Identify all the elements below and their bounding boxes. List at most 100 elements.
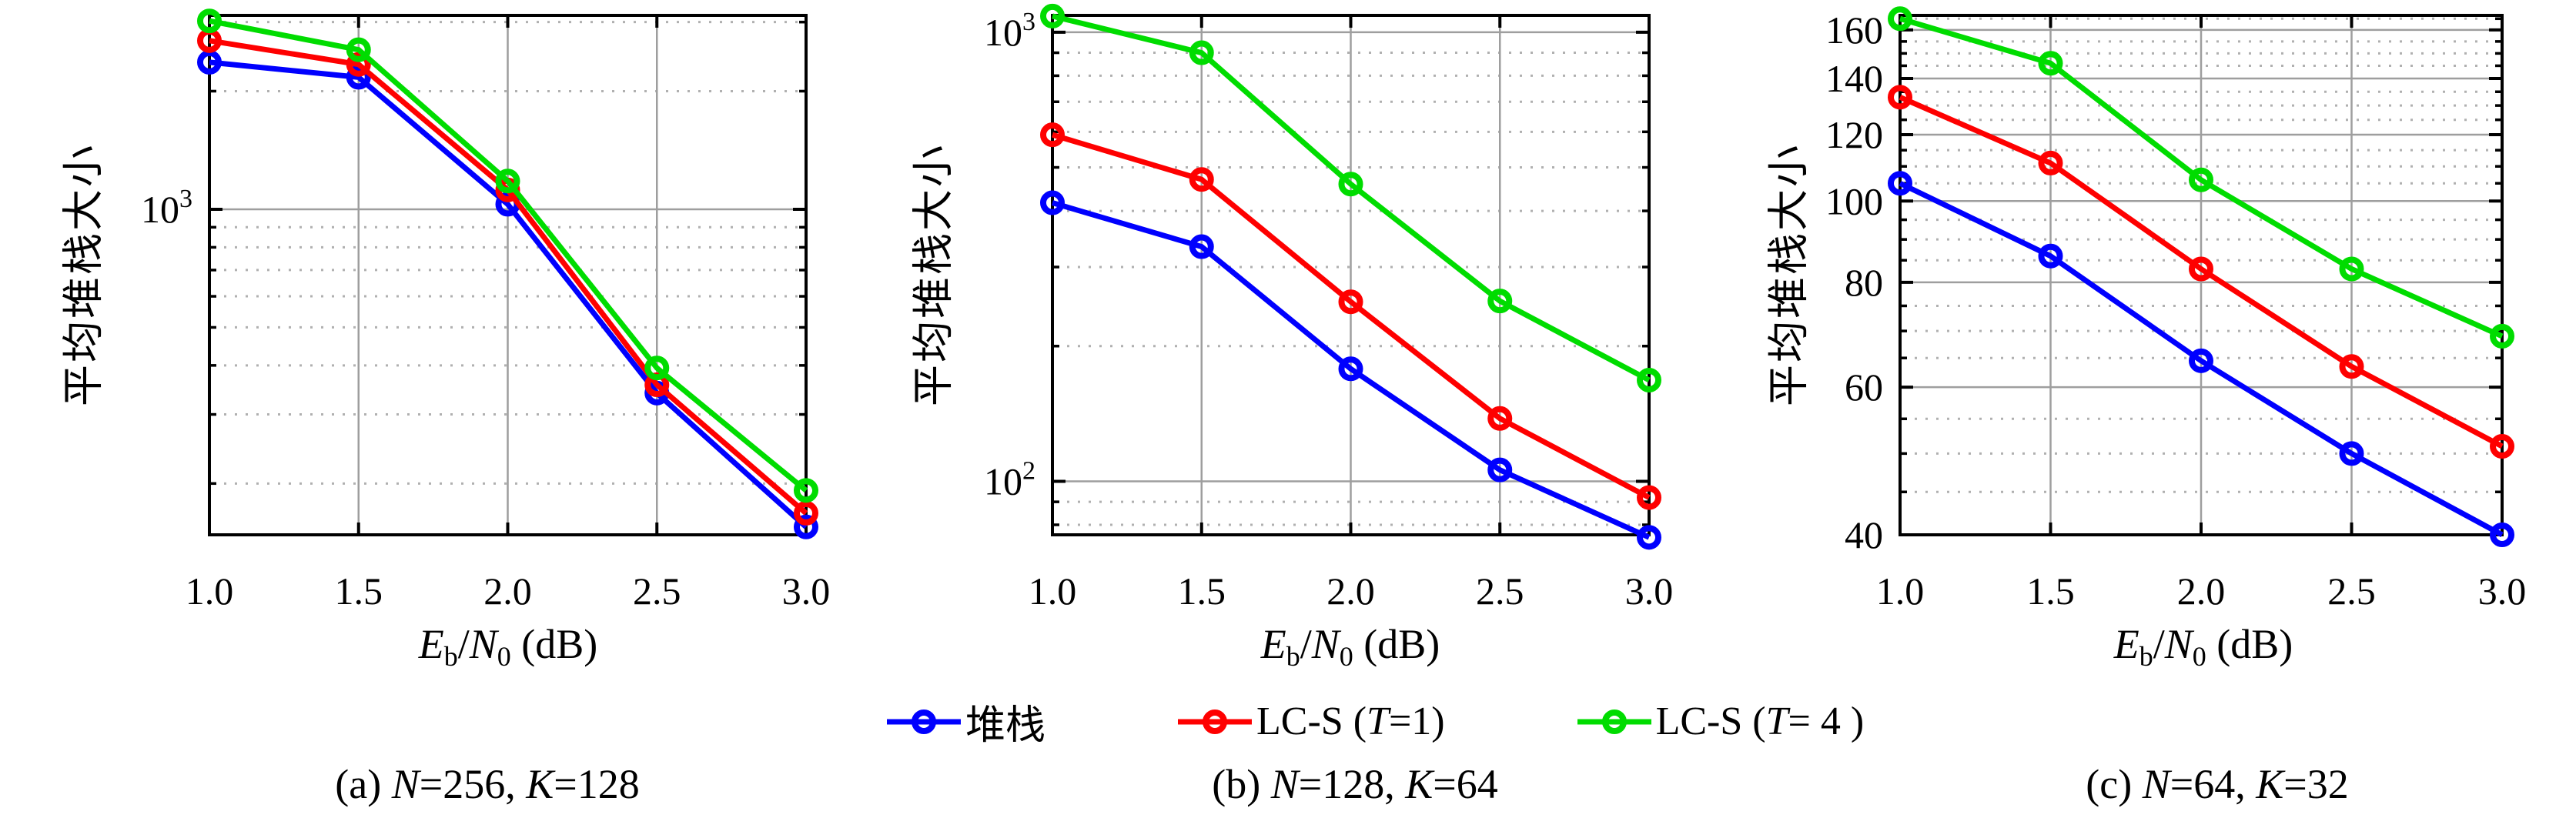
data-point-marker xyxy=(2189,167,2213,192)
caption-a-K: K xyxy=(526,761,554,807)
x-tick-label: 1.0 xyxy=(1029,569,1077,613)
x-axis-title-0-sub: 0 xyxy=(497,641,511,672)
plot-frame xyxy=(1899,14,2504,536)
data-point-marker xyxy=(495,169,520,194)
data-point-marker xyxy=(1637,525,1661,550)
data-point-marker xyxy=(1338,172,1363,197)
data-point-marker xyxy=(346,52,371,77)
caption-b: (b) N=128, K=64 xyxy=(1212,760,1497,808)
line-circle-marker-icon xyxy=(1178,709,1253,734)
data-point-marker xyxy=(2038,150,2063,175)
y-tick-label: 80 xyxy=(1845,261,1883,304)
data-point-marker xyxy=(2339,441,2364,466)
chart-panel-b: 103 102 1.0 1.5 2.0 2.5 3.0 xyxy=(984,3,1674,613)
x-axis-title-b-sub: b xyxy=(443,641,458,672)
data-point-marker xyxy=(1040,122,1065,148)
x-axis-title-E: E xyxy=(1260,621,1286,667)
data-point-marker xyxy=(197,49,222,75)
x-axis-title-E: E xyxy=(2113,621,2139,667)
x-tick-label: 1.0 xyxy=(186,569,234,613)
x-axis-title-N: N xyxy=(469,621,497,667)
series-line xyxy=(1899,181,2504,538)
data-point-marker xyxy=(2490,323,2514,349)
caption-b-N: N xyxy=(1270,761,1299,807)
x-tick-label: 1.5 xyxy=(2026,569,2075,613)
x-axis-title-a: Eb/N0 (dB) xyxy=(418,620,598,670)
x-tick-label: 2.0 xyxy=(2177,569,2226,613)
data-point-marker xyxy=(1487,457,1513,482)
caption-a-N: N xyxy=(391,761,420,807)
legend-label-pre: LC-S ( xyxy=(1256,699,1367,743)
series-line xyxy=(1899,95,2504,449)
series-line xyxy=(209,59,808,529)
legend-label-post: = 4 ) xyxy=(1788,699,1865,743)
data-point-marker xyxy=(1040,190,1065,215)
y-tick-label: 40 xyxy=(1845,513,1883,556)
data-point-marker xyxy=(1888,85,1912,110)
data-point-marker xyxy=(1888,6,1912,32)
data-point-marker xyxy=(1189,40,1214,65)
data-point-marker xyxy=(1637,367,1661,392)
data-point-marker xyxy=(2189,348,2213,373)
data-point-marker xyxy=(1189,167,1214,192)
caption-a-prefix: (a) xyxy=(335,761,392,807)
legend-label-pre: LC-S ( xyxy=(1655,699,1766,743)
caption-c-mid: =64, xyxy=(2170,761,2257,807)
x-axis-title-slash: / xyxy=(2153,621,2165,667)
x-tick-label: 2.5 xyxy=(1476,569,1524,613)
series-line xyxy=(209,18,808,493)
x-axis-title-N: N xyxy=(2164,621,2193,667)
caption-a-end: =128 xyxy=(554,761,640,807)
caption-c-prefix: (c) xyxy=(2086,761,2143,807)
data-point-marker xyxy=(1487,406,1513,431)
caption-a-mid: =256, xyxy=(419,761,527,807)
x-tick-label: 1.5 xyxy=(1178,569,1226,613)
data-point-marker xyxy=(346,37,371,62)
series-line xyxy=(1052,200,1651,540)
x-axis-title-unit: (dB) xyxy=(1353,621,1440,667)
caption-b-prefix: (b) xyxy=(1212,761,1271,807)
x-tick-label: 1.0 xyxy=(1876,569,1925,613)
data-point-marker xyxy=(1338,289,1363,315)
y-tick-label: 103 xyxy=(984,8,1035,54)
data-point-marker xyxy=(644,356,670,381)
y-tick-label: 100 xyxy=(1825,179,1883,222)
data-point-marker xyxy=(1487,289,1513,314)
x-axis-title-unit: (dB) xyxy=(2206,621,2293,667)
legend-item-lcs-t1: LC-S (T=1) xyxy=(1176,699,1445,744)
y-tick-label: 140 xyxy=(1825,57,1883,100)
x-axis-title-b-sub: b xyxy=(2139,641,2153,672)
data-point-marker xyxy=(794,478,818,503)
x-axis-title-E: E xyxy=(418,621,444,667)
x-axis-title-N: N xyxy=(1311,621,1340,667)
legend-item-label: LC-S (T=1) xyxy=(1256,699,1445,744)
chart-panel-c: 160 140 120 100 80 60 40 1.0 1.5 2.0 2.5 3.0 xyxy=(1825,6,2527,613)
caption-c-K: K xyxy=(2256,761,2284,807)
x-tick-label: 3.0 xyxy=(782,569,831,613)
legend-label-pre: 堆栈 xyxy=(965,704,1046,748)
data-point-marker xyxy=(2490,434,2514,459)
plot-frame xyxy=(208,14,808,536)
x-tick-label: 3.0 xyxy=(2478,569,2527,613)
legend-item-label: 堆栈 xyxy=(965,693,1045,750)
x-tick-label: 2.0 xyxy=(483,569,532,613)
data-point-marker xyxy=(1189,234,1214,259)
y-axis-title-c: 平均堆栈大小 xyxy=(1765,143,1812,406)
x-tick-label: 3.0 xyxy=(1625,569,1674,613)
x-axis-title-c: Eb/N0 (dB) xyxy=(2113,620,2293,670)
data-point-marker xyxy=(794,500,818,526)
caption-b-K: K xyxy=(1405,761,1434,807)
data-point-marker xyxy=(1637,485,1661,510)
caption-c-N: N xyxy=(2142,761,2170,807)
y-axis-title-b: 平均堆栈大小 xyxy=(910,143,957,406)
data-point-marker xyxy=(1888,171,1912,196)
series-line xyxy=(1899,15,2504,339)
x-tick-label: 2.0 xyxy=(1326,569,1375,613)
y-tick-label: 160 xyxy=(1825,8,1883,52)
data-point-marker xyxy=(1338,356,1363,382)
caption-c-end: =32 xyxy=(2283,761,2349,807)
line-circle-marker-icon xyxy=(1577,709,1651,734)
data-point-marker xyxy=(197,8,222,34)
legend-label-T: T xyxy=(1367,699,1389,743)
